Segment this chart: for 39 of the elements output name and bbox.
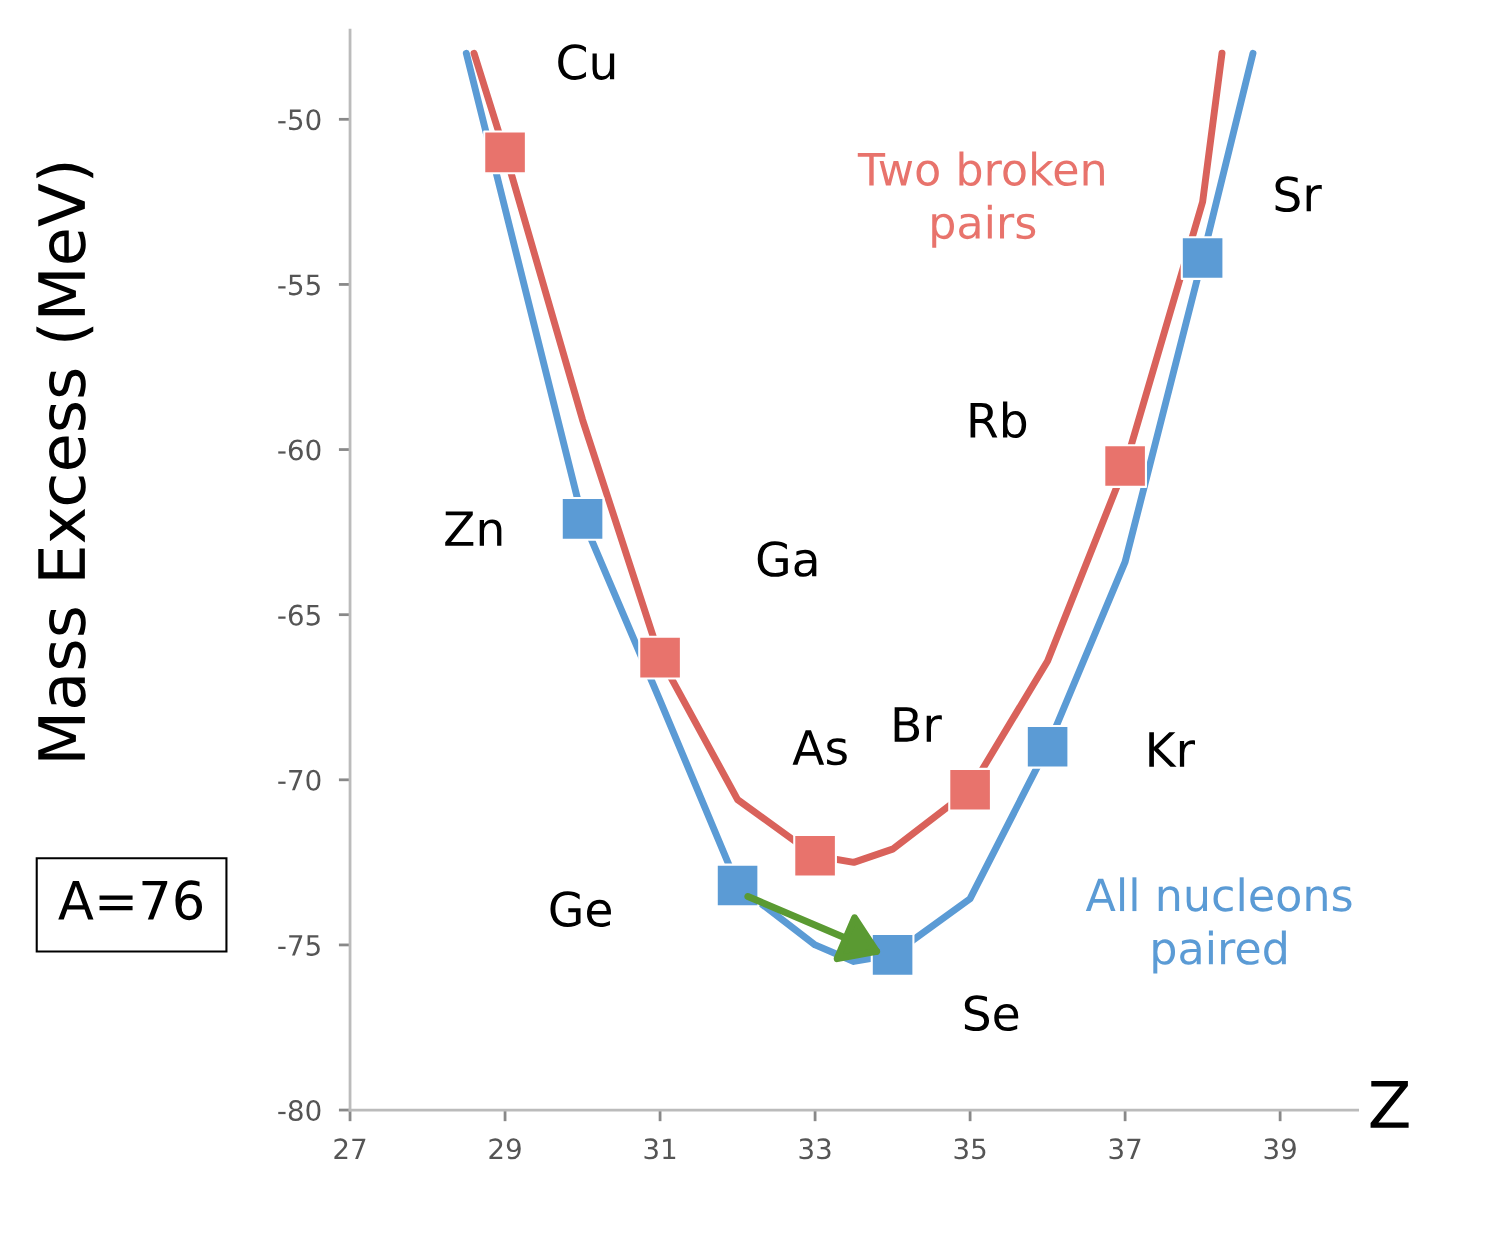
point (948, 767, 992, 812)
annotation: Rb (970, 401, 1027, 439)
point (483, 130, 527, 175)
annotation: As (792, 730, 847, 766)
point (1180, 236, 1225, 280)
y-tick-label: -70 (278, 769, 321, 791)
annotation: Sr (1275, 176, 1322, 212)
annotation: Se (964, 995, 1019, 1032)
x-tick-label: 33 (799, 1138, 831, 1160)
x-tick-label: 35 (954, 1138, 986, 1160)
x-tick-label: 29 (489, 1138, 521, 1160)
annotation: Cu (558, 44, 615, 80)
point (560, 497, 605, 541)
x-tick-label: 31 (644, 1138, 676, 1160)
point (715, 863, 760, 908)
y-tick-label: -60 (278, 439, 321, 461)
x-tick-label: 37 (1109, 1138, 1141, 1160)
y-tick-label: -75 (278, 935, 320, 956)
y-tick-label: -65 (278, 604, 320, 626)
text: All nucleons paired (1085, 877, 1352, 974)
point (1025, 724, 1070, 769)
annotation: Kr (1149, 732, 1196, 767)
annotation: Br (894, 707, 942, 742)
y-tick-label: -55 (278, 274, 320, 296)
y-tick-label: -50 (278, 109, 321, 131)
point (1103, 444, 1147, 488)
x-tick-label: 27 (334, 1138, 366, 1159)
point (870, 932, 915, 977)
x-tick-label: 39 (1264, 1138, 1296, 1160)
text: Two broken pairs (857, 151, 1104, 248)
annotation: Ga (757, 541, 817, 577)
point (793, 833, 837, 878)
x-axis-title: Z (1370, 1081, 1409, 1128)
y-tick-label: -80 (278, 1099, 321, 1121)
text: A=76 (58, 880, 202, 921)
point (638, 635, 682, 680)
annotation: Ge (550, 891, 611, 927)
annotation: Zn (445, 511, 502, 546)
y-axis-title: Mass Excess (MeV) (36, 163, 94, 760)
